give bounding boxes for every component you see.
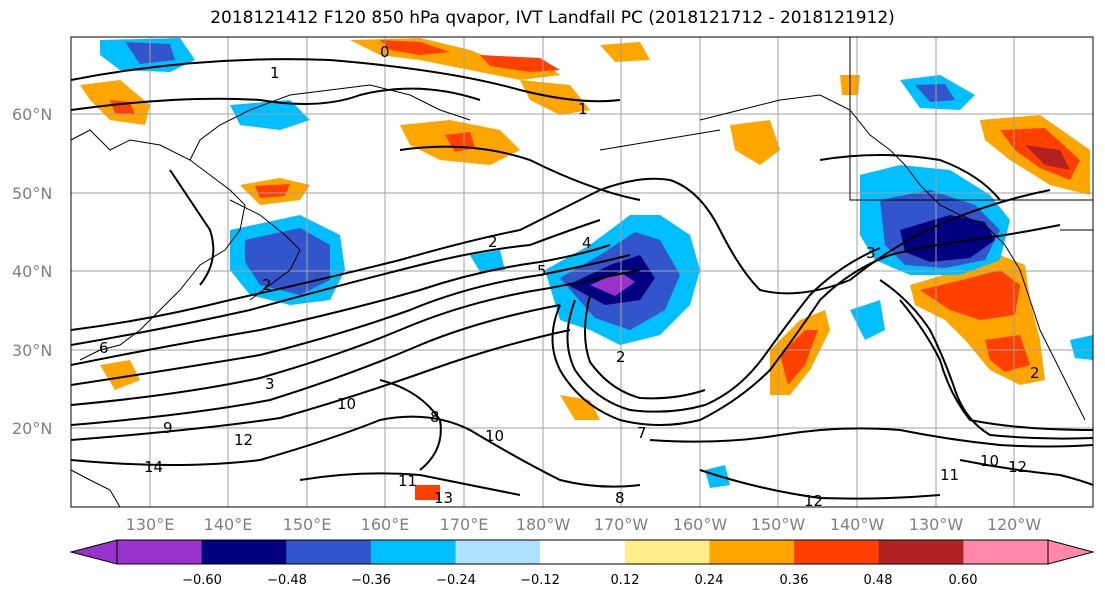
colorbar-swatch bbox=[201, 540, 287, 564]
colorbar-segments bbox=[117, 540, 1049, 564]
colorbar-extend-right bbox=[1047, 539, 1095, 565]
contour-label: 11 bbox=[398, 472, 417, 490]
lon-label: 150°E bbox=[283, 515, 332, 534]
colorbar-tick: 0.48 bbox=[864, 573, 893, 588]
lon-label: 180°W bbox=[516, 515, 571, 534]
colorbar-swatch bbox=[878, 540, 964, 564]
map-layer: 0 1 1 2 2 3 3 4 5 6 2 2 8 10 10 11 11 12… bbox=[71, 37, 1093, 510]
longitude-labels: 130°E 140°E 150°E 160°E 170°E 180°W 170°… bbox=[126, 515, 1042, 534]
contour-label: 10 bbox=[485, 427, 504, 445]
colorbar-ticks: −0.60 −0.48 −0.36 −0.24 −0.12 0.12 0.24 … bbox=[182, 573, 977, 588]
colorbar-tick: 0.12 bbox=[611, 573, 640, 588]
contour-label: 2 bbox=[488, 233, 498, 251]
colorbar-swatch bbox=[624, 540, 710, 564]
lon-label: 170°E bbox=[440, 515, 489, 534]
contour-label: 12 bbox=[234, 431, 253, 449]
contour-label: 2 bbox=[262, 276, 272, 294]
colorbar-tick: 0.24 bbox=[695, 573, 724, 588]
contour-label: 3 bbox=[866, 244, 876, 262]
lon-label: 170°W bbox=[594, 515, 649, 534]
contour-labels: 0 1 1 2 2 3 3 4 5 6 2 2 8 10 10 11 11 12… bbox=[99, 43, 1040, 510]
colorbar-tick: 0.36 bbox=[780, 573, 809, 588]
contour-label: 9 bbox=[163, 419, 173, 437]
colorbar-extend-left bbox=[69, 539, 118, 565]
colorbar-tick: −0.60 bbox=[182, 573, 222, 588]
lon-label: 160°E bbox=[361, 515, 410, 534]
contour-label: 8 bbox=[430, 408, 440, 426]
contour-label: 11 bbox=[940, 466, 959, 484]
map-frame bbox=[70, 36, 1094, 508]
lat-label: 60°N bbox=[12, 105, 52, 124]
lat-label: 40°N bbox=[12, 262, 52, 281]
contour-label: 1 bbox=[578, 100, 588, 118]
colorbar-swatch bbox=[540, 540, 626, 564]
lat-label: 20°N bbox=[12, 419, 52, 438]
lat-label: 50°N bbox=[12, 184, 52, 203]
ivt-contours bbox=[71, 58, 1093, 500]
contour-label: 5 bbox=[537, 262, 547, 280]
contour-label: 10 bbox=[980, 452, 999, 470]
colorbar-tick: −0.36 bbox=[351, 573, 391, 588]
colorbar-swatch bbox=[370, 540, 457, 564]
lat-label: 30°N bbox=[12, 341, 52, 360]
colorbar-swatch bbox=[286, 540, 372, 564]
colorbar-swatch bbox=[117, 540, 203, 564]
colorbar: −0.60 −0.48 −0.36 −0.24 −0.12 0.12 0.24 … bbox=[69, 539, 1095, 588]
contour-label: 10 bbox=[337, 395, 356, 413]
contour-label: 13 bbox=[434, 489, 453, 507]
contour-label: 2 bbox=[1030, 364, 1040, 382]
lon-label: 150°W bbox=[751, 515, 806, 534]
colorbar-tick: −0.24 bbox=[436, 573, 476, 588]
contour-label: 12 bbox=[1008, 458, 1027, 476]
contour-label: 2 bbox=[616, 348, 626, 366]
contour-label: 6 bbox=[99, 339, 109, 357]
colorbar-swatch bbox=[709, 540, 795, 564]
contour-label: 14 bbox=[144, 458, 163, 476]
map-title: 2018121412 F120 850 hPa qvapor, IVT Land… bbox=[210, 8, 895, 28]
lon-label: 140°W bbox=[830, 515, 885, 534]
contour-label: 1 bbox=[270, 64, 280, 82]
lon-label: 130°W bbox=[909, 515, 964, 534]
contour-label: 12 bbox=[804, 492, 823, 510]
latitude-labels: 60°N 50°N 40°N 30°N 20°N bbox=[12, 105, 52, 438]
lon-label: 140°E bbox=[204, 515, 253, 534]
colorbar-tick: −0.48 bbox=[267, 573, 307, 588]
lon-label: 130°E bbox=[126, 515, 175, 534]
contour-label: 0 bbox=[380, 43, 390, 61]
lon-label: 120°W bbox=[987, 515, 1042, 534]
colorbar-swatch bbox=[963, 540, 1049, 564]
contour-label: 8 bbox=[615, 489, 625, 507]
contour-label: 7 bbox=[637, 424, 647, 442]
colorbar-tick: −0.12 bbox=[520, 573, 560, 588]
colorbar-outline bbox=[116, 539, 1049, 565]
colorbar-swatch bbox=[794, 540, 880, 564]
contour-label: 3 bbox=[265, 375, 275, 393]
contour-label: 4 bbox=[582, 234, 592, 252]
lon-label: 160°W bbox=[673, 515, 728, 534]
colorbar-tick: 0.60 bbox=[949, 573, 978, 588]
colorbar-swatch bbox=[455, 540, 541, 564]
